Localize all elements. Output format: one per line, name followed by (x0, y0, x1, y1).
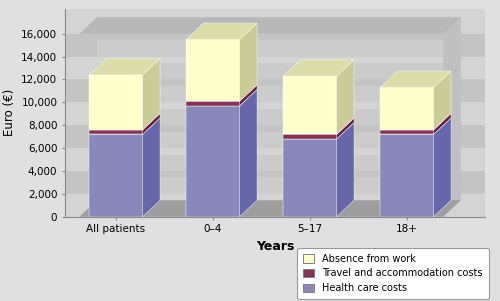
Polygon shape (89, 118, 160, 134)
Polygon shape (186, 101, 240, 106)
Polygon shape (434, 71, 451, 130)
Polygon shape (434, 113, 451, 134)
Bar (65, 57, 485, 79)
Polygon shape (283, 118, 354, 134)
Polygon shape (89, 75, 142, 130)
Polygon shape (240, 23, 257, 101)
Polygon shape (380, 118, 451, 134)
Polygon shape (142, 118, 160, 217)
Polygon shape (97, 154, 461, 177)
Polygon shape (186, 23, 257, 39)
Polygon shape (186, 106, 240, 217)
Polygon shape (89, 130, 142, 134)
Polygon shape (89, 113, 160, 130)
Polygon shape (240, 85, 257, 106)
Polygon shape (283, 123, 354, 139)
Bar (65, 194, 485, 217)
Bar (65, 102, 485, 125)
Bar (65, 125, 485, 148)
Bar (65, 34, 485, 57)
Polygon shape (380, 113, 451, 130)
Polygon shape (336, 118, 354, 139)
Y-axis label: Euro (€): Euro (€) (2, 89, 16, 136)
Polygon shape (97, 86, 461, 109)
Polygon shape (89, 58, 160, 75)
Polygon shape (80, 17, 461, 34)
Polygon shape (283, 76, 337, 134)
Polygon shape (283, 139, 337, 217)
Polygon shape (283, 60, 354, 76)
Polygon shape (142, 113, 160, 134)
Polygon shape (89, 134, 142, 217)
Legend: Absence from work, Travel and accommodation costs, Health care costs: Absence from work, Travel and accommodat… (297, 248, 488, 299)
Polygon shape (97, 63, 461, 86)
Polygon shape (97, 132, 461, 154)
Polygon shape (186, 39, 240, 101)
Polygon shape (97, 17, 461, 40)
Polygon shape (97, 177, 461, 200)
Polygon shape (336, 123, 354, 217)
Polygon shape (186, 85, 257, 101)
Polygon shape (186, 89, 257, 106)
Polygon shape (80, 200, 461, 217)
Polygon shape (97, 109, 461, 132)
Polygon shape (380, 134, 434, 217)
Polygon shape (97, 40, 461, 63)
Polygon shape (240, 89, 257, 217)
Polygon shape (336, 60, 354, 134)
Bar (65, 79, 485, 102)
Bar (65, 171, 485, 194)
X-axis label: Years: Years (256, 240, 294, 253)
Polygon shape (434, 118, 451, 217)
Polygon shape (380, 71, 451, 88)
Polygon shape (444, 17, 461, 217)
Polygon shape (380, 88, 434, 130)
Polygon shape (142, 58, 160, 130)
Bar (65, 148, 485, 171)
Polygon shape (380, 130, 434, 134)
Polygon shape (283, 134, 337, 139)
